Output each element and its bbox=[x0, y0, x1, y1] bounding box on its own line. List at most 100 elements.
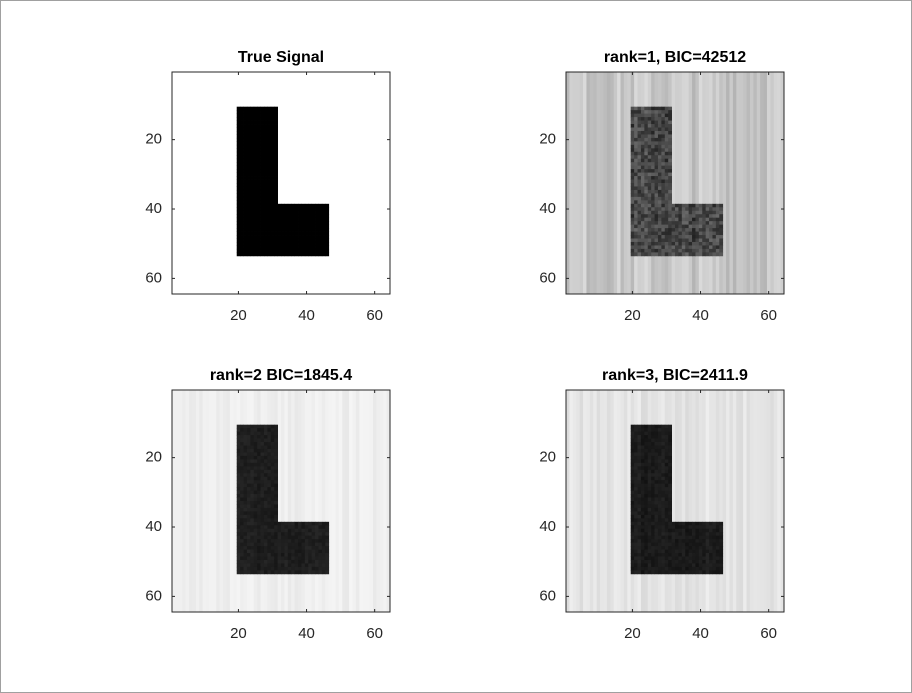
image-pixel bbox=[637, 106, 642, 111]
image-pixel bbox=[664, 442, 669, 446]
image-pixel bbox=[702, 231, 707, 236]
image-pixel bbox=[651, 158, 655, 163]
image-pixel bbox=[250, 137, 255, 142]
image-pixel bbox=[712, 549, 717, 554]
image-pixel bbox=[270, 158, 275, 163]
image-pixel bbox=[637, 196, 642, 201]
image-pixel bbox=[253, 535, 258, 540]
image-column bbox=[328, 72, 333, 294]
y-tick-label: 40 bbox=[539, 518, 556, 535]
image-pixel bbox=[664, 130, 669, 135]
image-pixel bbox=[253, 134, 258, 139]
image-pixel bbox=[304, 525, 309, 530]
image-pixel bbox=[250, 189, 255, 194]
image-pixel bbox=[236, 553, 241, 557]
image-pixel bbox=[250, 501, 255, 505]
image-pixel bbox=[661, 134, 666, 139]
image-pixel bbox=[644, 487, 649, 491]
image-pixel bbox=[637, 130, 642, 135]
image-column bbox=[603, 72, 608, 294]
image-pixel bbox=[277, 210, 282, 215]
image-pixel bbox=[647, 473, 652, 478]
image-pixel bbox=[678, 532, 683, 537]
image-pixel bbox=[651, 483, 655, 488]
image-pixel bbox=[246, 466, 251, 471]
image-pixel bbox=[243, 559, 248, 564]
image-pixel bbox=[263, 127, 268, 132]
image-pixel bbox=[260, 189, 265, 194]
image-pixel bbox=[634, 462, 638, 467]
image-pixel bbox=[281, 539, 285, 544]
image-pixel bbox=[260, 221, 265, 226]
image-pixel bbox=[661, 165, 666, 170]
image-pixel bbox=[657, 172, 662, 177]
image-column bbox=[770, 390, 775, 612]
image-column bbox=[308, 72, 313, 294]
image-pixel bbox=[705, 549, 710, 554]
image-pixel bbox=[318, 203, 323, 208]
image-pixel bbox=[246, 539, 251, 544]
image-pixel bbox=[715, 570, 720, 575]
image-pixel bbox=[246, 210, 251, 215]
image-pixel bbox=[260, 134, 265, 139]
image-pixel bbox=[304, 217, 309, 222]
image-pixel bbox=[281, 528, 285, 533]
subplot-title: rank=3, BIC=2411.9 bbox=[602, 367, 748, 384]
image-pixel bbox=[267, 480, 272, 485]
image-pixel bbox=[267, 501, 272, 505]
image-pixel bbox=[243, 542, 248, 547]
image-pixel bbox=[644, 525, 649, 530]
image-pixel bbox=[630, 518, 635, 523]
image-pixel bbox=[647, 525, 652, 530]
image-pixel bbox=[246, 124, 251, 128]
image-pixel bbox=[270, 241, 275, 246]
image-column bbox=[219, 72, 224, 294]
image-pixel bbox=[668, 137, 672, 142]
image-column bbox=[219, 390, 224, 612]
image-pixel bbox=[277, 546, 282, 550]
image-pixel bbox=[243, 563, 248, 568]
image-pixel bbox=[664, 504, 669, 509]
image-pixel bbox=[719, 546, 724, 550]
image-pixel bbox=[315, 546, 319, 550]
image-pixel bbox=[715, 525, 720, 530]
image-pixel bbox=[688, 252, 693, 257]
image-pixel bbox=[709, 245, 713, 250]
image-pixel bbox=[253, 511, 258, 516]
image-pixel bbox=[654, 248, 659, 253]
image-pixel bbox=[675, 210, 679, 215]
image-pixel bbox=[270, 473, 275, 478]
image-pixel bbox=[664, 110, 669, 115]
image-column bbox=[736, 72, 741, 294]
image-pixel bbox=[325, 570, 330, 575]
image-pixel bbox=[304, 539, 309, 544]
image-pixel bbox=[291, 228, 296, 232]
image-pixel bbox=[301, 542, 306, 547]
image-pixel bbox=[644, 452, 649, 457]
image-pixel bbox=[311, 566, 316, 571]
image-pixel bbox=[719, 224, 724, 229]
image-column bbox=[175, 390, 180, 612]
image-pixel bbox=[675, 549, 679, 554]
image-pixel bbox=[651, 466, 655, 471]
image-pixel bbox=[250, 469, 255, 474]
image-pixel bbox=[705, 252, 710, 257]
image-column bbox=[182, 390, 187, 612]
image-pixel bbox=[664, 546, 669, 550]
image-pixel bbox=[236, 431, 241, 436]
image-pixel bbox=[712, 542, 717, 547]
image-pixel bbox=[671, 570, 676, 575]
image-pixel bbox=[304, 549, 309, 554]
image-pixel bbox=[671, 207, 676, 212]
image-pixel bbox=[657, 445, 662, 450]
image-pixel bbox=[311, 228, 316, 232]
image-pixel bbox=[243, 228, 248, 232]
image-pixel bbox=[675, 238, 679, 243]
image-pixel bbox=[301, 556, 306, 561]
image-pixel bbox=[321, 221, 326, 226]
image-pixel bbox=[274, 511, 278, 516]
image-pixel bbox=[661, 124, 666, 128]
image-pixel bbox=[651, 542, 655, 547]
image-pixel bbox=[308, 559, 313, 564]
image-column bbox=[627, 390, 632, 612]
